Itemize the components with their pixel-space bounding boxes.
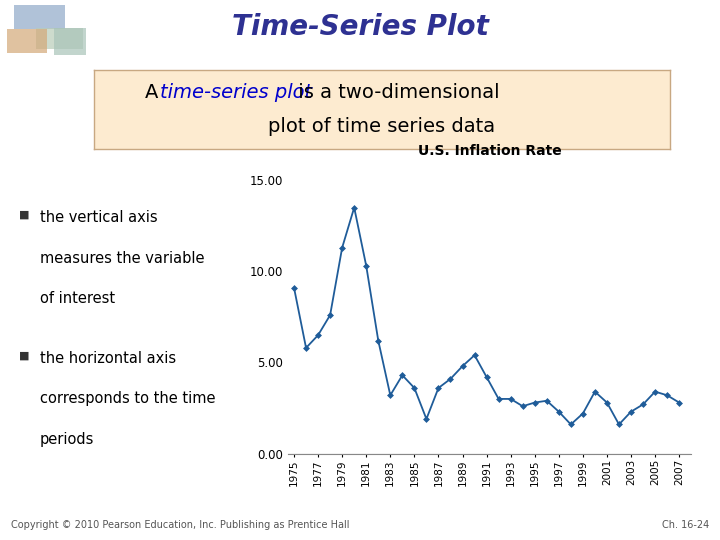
Text: ■: ■	[19, 351, 30, 361]
Text: the vertical axis: the vertical axis	[40, 210, 157, 225]
Text: A: A	[145, 83, 165, 102]
Text: corresponds to the time: corresponds to the time	[40, 392, 215, 407]
Title: U.S. Inflation Rate: U.S. Inflation Rate	[418, 144, 562, 158]
Text: Copyright © 2010 Pearson Education, Inc. Publishing as Prentice Hall: Copyright © 2010 Pearson Education, Inc.…	[11, 520, 349, 530]
Text: of interest: of interest	[40, 291, 114, 306]
Bar	[7, 29, 47, 53]
Text: measures the variable: measures the variable	[40, 251, 204, 266]
Text: ■: ■	[19, 210, 30, 220]
Text: is a two-dimensional: is a two-dimensional	[292, 83, 500, 102]
Text: plot of time series data: plot of time series data	[268, 117, 495, 136]
Text: Time-Series Plot: Time-Series Plot	[232, 13, 488, 41]
Bar	[36, 28, 83, 49]
Text: the horizontal axis: the horizontal axis	[40, 351, 176, 366]
Text: Ch. 16-24: Ch. 16-24	[662, 520, 709, 530]
Text: time-series plot: time-series plot	[160, 83, 312, 102]
Bar	[14, 4, 65, 29]
Text: periods: periods	[40, 432, 94, 447]
Bar	[54, 28, 86, 55]
